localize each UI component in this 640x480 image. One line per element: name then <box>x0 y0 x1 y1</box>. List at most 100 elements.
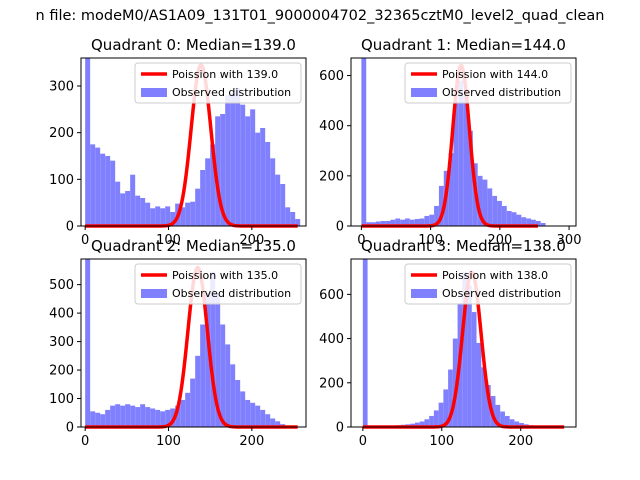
histogram-bar <box>371 222 376 226</box>
histogram-bar <box>463 95 468 226</box>
legend-patch-swatch <box>411 289 437 298</box>
histogram-bar <box>260 128 266 226</box>
histogram-bar <box>230 93 236 226</box>
histogram-bar <box>210 271 216 427</box>
histogram-bar <box>514 421 520 427</box>
histogram-bar <box>130 174 136 226</box>
legend: Poission with 135.0 Observed distribution <box>134 263 302 305</box>
histogram-bar <box>210 144 216 226</box>
legend-label-observed: Observed distribution <box>442 287 561 300</box>
histogram-bar <box>477 175 483 226</box>
histogram-bar <box>185 202 191 226</box>
y-tick-label: 300 <box>49 80 74 95</box>
histogram-bar <box>438 185 444 226</box>
histogram-bar <box>424 419 430 427</box>
histogram-bar <box>215 293 221 427</box>
histogram-bar <box>265 414 271 427</box>
x-tick-label: 300 <box>557 233 582 248</box>
subplot-title: Quadrant 3: Median=138.0 <box>361 237 566 255</box>
y-tick-label: 200 <box>49 364 74 379</box>
histogram-bar <box>497 200 502 226</box>
histogram-bar <box>453 100 459 226</box>
histogram-bar <box>487 188 493 226</box>
histogram-bar <box>185 392 191 427</box>
subplot-quadrant-3: 0 100 200 0 200 400 600 Quadrant 3: Median=138.… <box>319 237 577 449</box>
y-tick-label: 100 <box>49 392 74 407</box>
histogram-bar <box>414 422 420 427</box>
histogram-bar <box>285 207 291 226</box>
x-tick-label: 200 <box>487 233 512 248</box>
histogram-bar <box>90 411 96 427</box>
histogram-bar <box>495 404 501 427</box>
histogram-bar <box>180 399 186 427</box>
histogram-bar <box>476 343 482 427</box>
histogram-bar <box>419 218 425 226</box>
histogram-bar <box>250 109 256 226</box>
x-tick-label: 0 <box>81 434 89 449</box>
axes-frame <box>350 57 577 227</box>
histogram-bar <box>409 219 415 226</box>
histogram-bar <box>235 88 241 226</box>
histogram-bar <box>458 80 464 226</box>
histogram-bar <box>245 116 251 226</box>
histogram-bar <box>175 405 181 427</box>
x-tick-label: 100 <box>429 434 454 449</box>
histogram-bar <box>200 324 206 427</box>
histogram-bar <box>385 220 391 226</box>
legend-patch-swatch <box>141 88 167 97</box>
x-tick-label: 200 <box>239 233 264 248</box>
histogram-bar <box>195 355 201 427</box>
axes-frame <box>80 57 307 227</box>
histogram-bar <box>230 364 236 427</box>
x-tick-label: 200 <box>239 434 264 449</box>
legend-label-poisson: Poission with 139.0 <box>172 68 278 81</box>
histogram-bar <box>95 147 101 226</box>
histogram-bar <box>521 217 527 226</box>
histogram-bar <box>240 104 246 226</box>
y-tick-label: 300 <box>49 335 74 350</box>
histogram-bar <box>190 201 196 226</box>
histogram-bar <box>115 404 121 427</box>
histogram-bar <box>205 293 211 427</box>
histogram-bar <box>105 156 111 226</box>
histogram-bar <box>424 215 430 226</box>
histogram-bar <box>155 206 161 226</box>
legend-label-poisson: Poission with 144.0 <box>442 68 548 81</box>
histogram-bar <box>429 415 434 427</box>
histogram-bar <box>115 181 121 226</box>
histogram-bar <box>481 367 486 427</box>
y-tick-label: 200 <box>49 126 74 141</box>
y-tick-label: 400 <box>319 332 344 347</box>
histogram-bar <box>120 405 126 427</box>
histogram-bar <box>120 193 126 226</box>
subplot-title: Quadrant 1: Median=144.0 <box>361 36 566 54</box>
histogram-bar <box>511 212 517 226</box>
histogram-bar <box>380 220 386 226</box>
histogram-bar <box>280 184 286 226</box>
histogram-bar <box>130 405 136 427</box>
histogram-bar <box>190 378 196 427</box>
histogram-bar <box>482 179 488 226</box>
histogram-bar <box>165 409 171 427</box>
histogram-bar <box>429 214 435 226</box>
y-tick-label: 400 <box>319 119 344 134</box>
legend: Poission with 144.0 Observed distribution <box>404 62 572 104</box>
legend-box <box>404 62 572 104</box>
histogram-bar <box>110 160 116 226</box>
histogram-bar <box>140 198 146 226</box>
histogram-bar <box>265 142 271 226</box>
histogram-bar <box>400 219 405 226</box>
histogram-bar <box>270 418 276 427</box>
histogram-bar <box>140 404 146 427</box>
histogram-bar <box>165 206 171 226</box>
histogram-bar <box>535 220 541 226</box>
histogram-bar <box>501 205 507 226</box>
y-tick-label: 0 <box>336 421 344 436</box>
histogram-bar <box>519 423 524 427</box>
histogram-bar <box>405 218 410 226</box>
histogram-bar <box>205 158 211 226</box>
histogram-bar <box>195 188 201 226</box>
legend-patch-swatch <box>411 88 437 97</box>
histogram-bar <box>492 195 498 226</box>
